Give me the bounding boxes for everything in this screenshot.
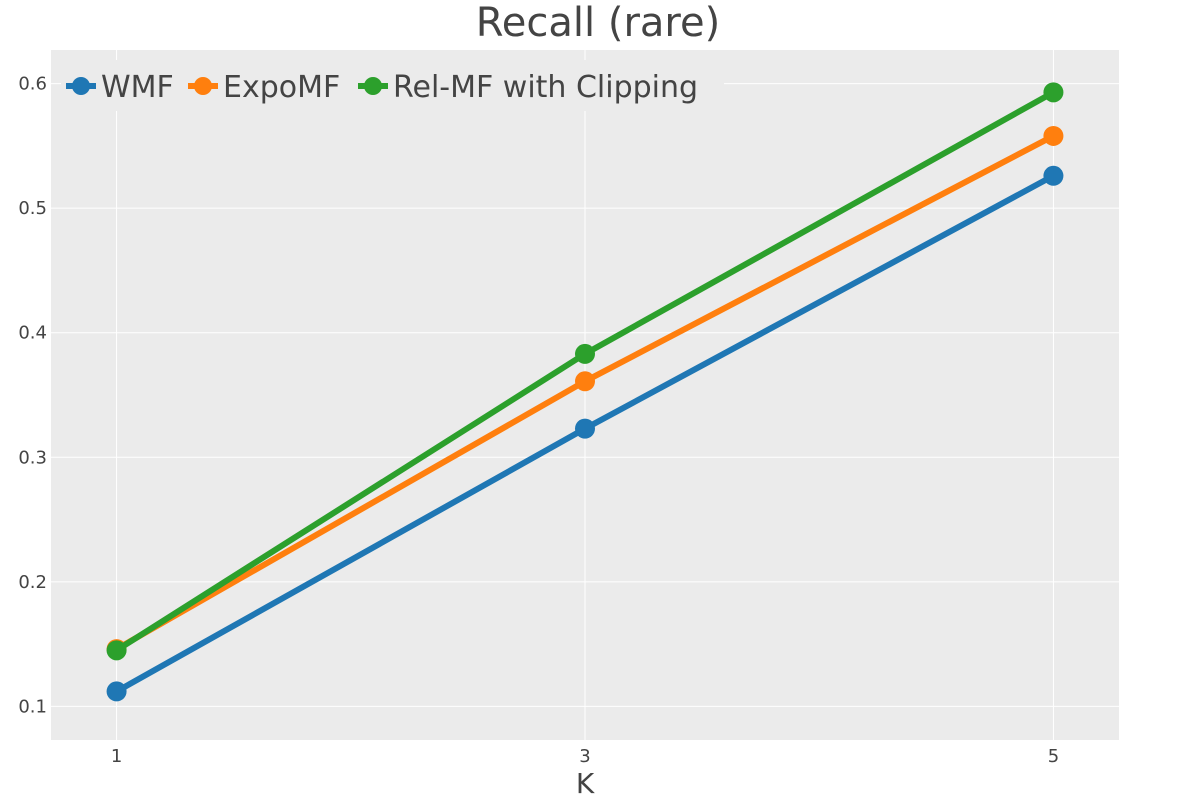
y-tick-label: 0.4 [18, 323, 47, 344]
legend[interactable]: WMF ExpoMF Rel-MF with Clipping [61, 60, 724, 111]
data-point[interactable] [1043, 165, 1064, 186]
legend-marker [72, 77, 90, 95]
x-axis-label: K [576, 767, 595, 800]
x-tick-label: 3 [579, 746, 590, 767]
legend-items: WMF ExpoMF Rel-MF with Clipping [66, 70, 698, 105]
data-point[interactable] [575, 418, 595, 439]
y-tick-label: 0.1 [18, 696, 47, 717]
y-tick-label: 0.3 [18, 447, 47, 468]
y-tick-label: 0.2 [18, 572, 47, 593]
data-point[interactable] [1043, 125, 1064, 146]
legend-background [61, 60, 724, 111]
data-point[interactable] [106, 640, 127, 661]
legend-label: WMF [101, 70, 174, 105]
series-rel-mf-with-clipping[interactable] [106, 82, 1064, 661]
data-point[interactable] [575, 343, 595, 364]
legend-label: ExpoMF [223, 70, 340, 105]
x-axis-ticks: 1 3 5 [111, 746, 1059, 767]
legend-item[interactable]: Rel-MF with Clipping [358, 70, 698, 105]
legend-item[interactable]: WMF [66, 70, 174, 105]
legend-marker [194, 77, 212, 95]
x-gridlines [116, 50, 1054, 740]
chart-title: Recall (rare) [476, 0, 720, 46]
legend-item[interactable]: ExpoMF [188, 70, 340, 105]
legend-label: Rel-MF with Clipping [393, 70, 698, 105]
legend-marker [364, 77, 382, 95]
series-layer [106, 82, 1064, 702]
data-point[interactable] [1043, 82, 1064, 103]
y-tick-label: 0.6 [18, 74, 47, 95]
data-point[interactable] [575, 371, 595, 392]
y-tick-label: 0.5 [18, 198, 47, 219]
y-axis-ticks: 0.1 0.2 0.3 0.4 0.5 0.6 [18, 74, 47, 718]
series-wmf[interactable] [106, 165, 1064, 702]
data-point[interactable] [106, 681, 127, 702]
x-tick-label: 5 [1048, 746, 1059, 767]
x-tick-label: 1 [111, 746, 122, 767]
